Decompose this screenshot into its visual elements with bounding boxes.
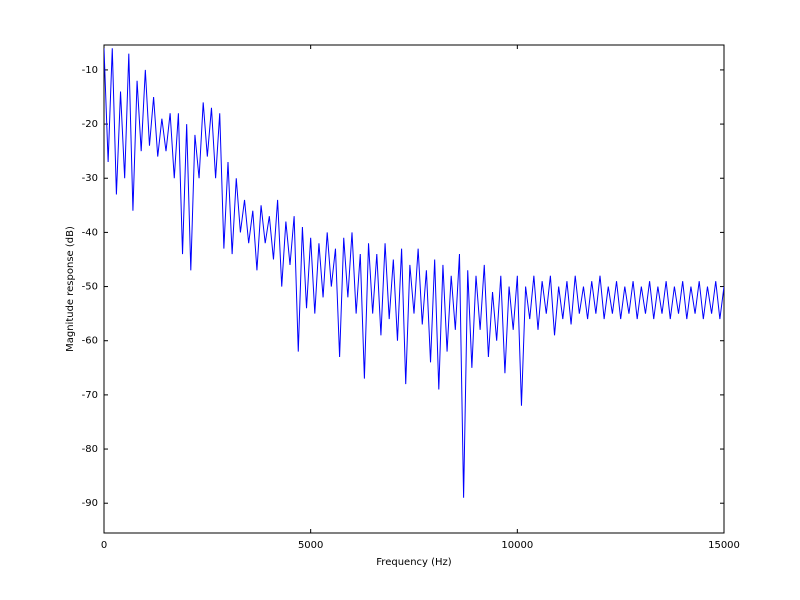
y-tick-label: -20 xyxy=(82,119,98,130)
y-tick-label: -90 xyxy=(82,498,98,509)
y-tick-label: -80 xyxy=(82,444,98,455)
plot-frame xyxy=(103,44,725,534)
y-axis-label: Magnitude response (dB) xyxy=(65,226,76,352)
x-tick-label: 5000 xyxy=(298,540,323,551)
data-line xyxy=(104,48,724,498)
y-tick-label: -50 xyxy=(82,282,98,293)
y-tick-label: -70 xyxy=(82,390,98,401)
x-tick-label: 15000 xyxy=(708,540,740,551)
y-tick-label: -60 xyxy=(82,336,98,347)
y-tick-label: -30 xyxy=(82,173,98,184)
y-tick-label: -40 xyxy=(82,227,98,238)
x-tick-label: 10000 xyxy=(501,540,533,551)
x-axis-label: Frequency (Hz) xyxy=(376,557,452,568)
y-tick-label: -10 xyxy=(82,65,98,76)
x-tick-label: 0 xyxy=(101,540,107,551)
